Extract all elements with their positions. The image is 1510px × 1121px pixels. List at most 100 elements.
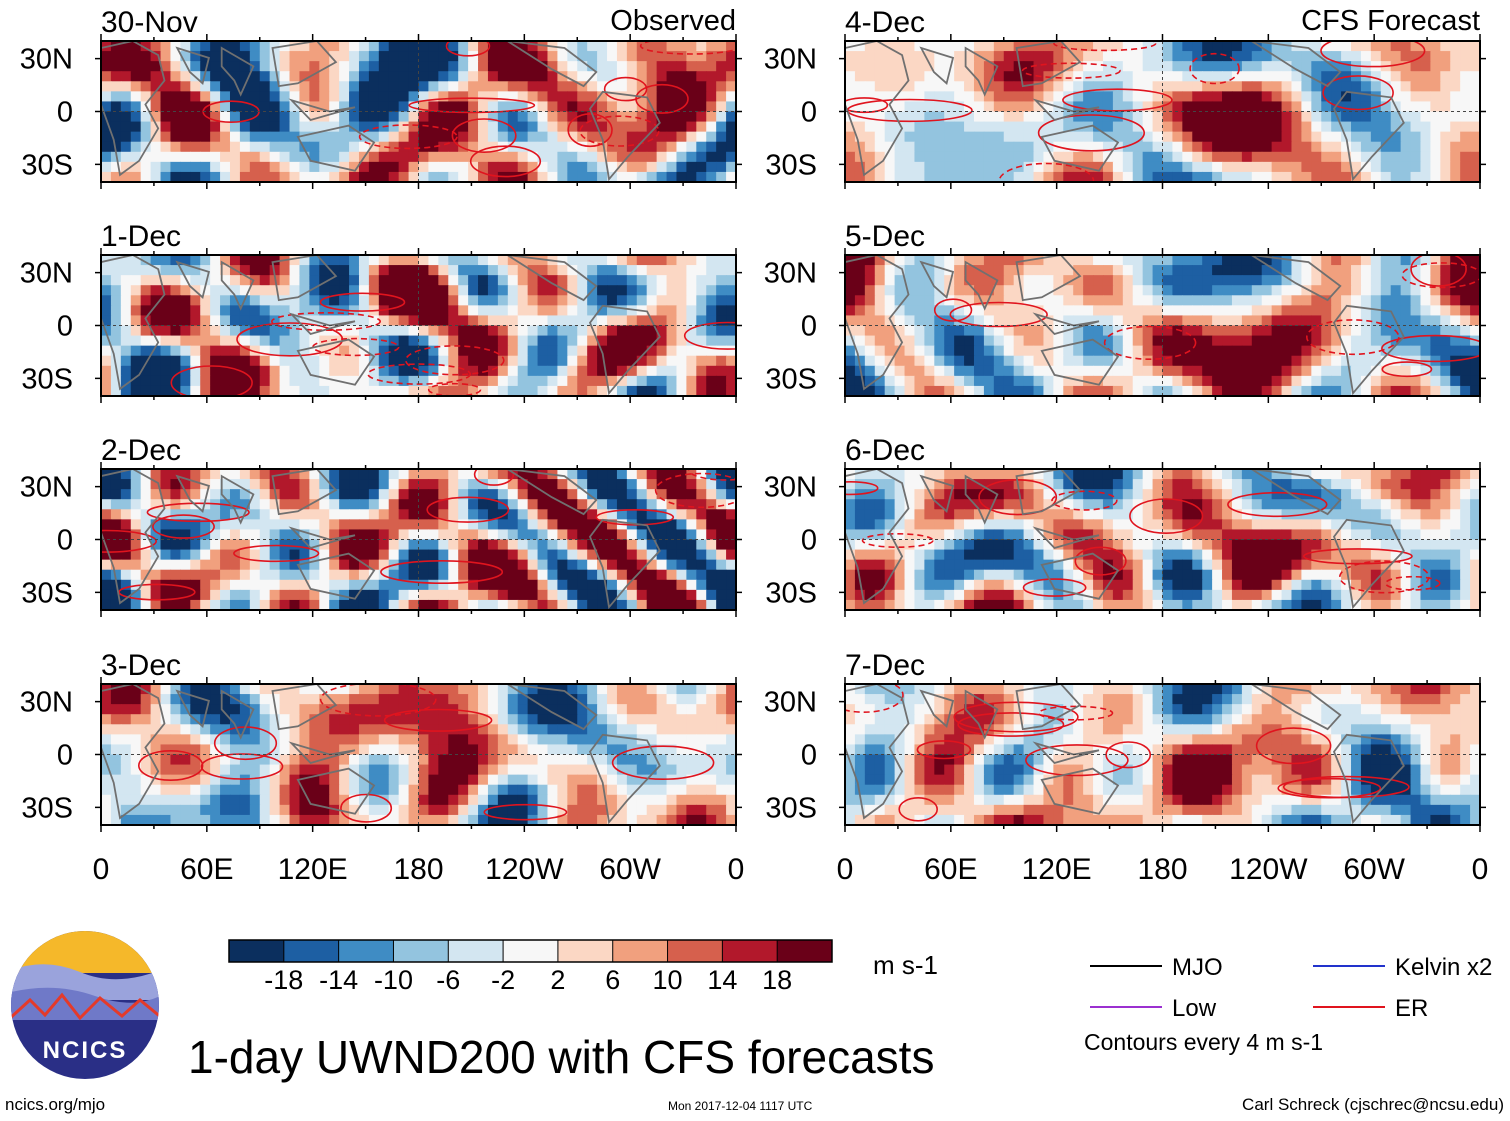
uwnd-cell <box>130 764 142 776</box>
uwnd-cell <box>616 255 628 266</box>
uwnd-cell <box>378 744 390 756</box>
uwnd-cell <box>686 549 697 561</box>
uwnd-cell <box>269 131 281 143</box>
uwnd-cell <box>636 255 648 266</box>
uwnd-cell <box>120 509 132 520</box>
uwnd-cell <box>716 549 727 561</box>
uwnd-cell <box>349 519 360 531</box>
uwnd-cell <box>448 91 459 103</box>
uwnd-cell <box>646 774 658 786</box>
uwnd-cell <box>1370 151 1382 163</box>
uwnd-cell <box>587 469 598 480</box>
uwnd-cell <box>448 305 459 317</box>
uwnd-cell <box>587 734 598 746</box>
uwnd-cell <box>220 315 231 327</box>
uwnd-cell <box>398 171 410 182</box>
uwnd-cell <box>656 764 668 776</box>
uwnd-cell <box>279 355 291 367</box>
uwnd-cell <box>358 71 370 82</box>
uwnd-cell <box>120 81 132 92</box>
uwnd-cell <box>438 131 449 143</box>
uwnd-cell <box>686 81 697 92</box>
uwnd-cell <box>299 305 310 317</box>
uwnd-cell <box>468 509 479 520</box>
uwnd-cell <box>1142 51 1154 62</box>
uwnd-cell <box>636 764 648 776</box>
uwnd-cell <box>616 51 628 62</box>
uwnd-cell <box>150 335 162 347</box>
uwnd-cell <box>567 559 578 571</box>
uwnd-cell <box>696 275 707 286</box>
uwnd-cell <box>874 41 886 52</box>
uwnd-cell <box>1341 151 1352 163</box>
uwnd-cell <box>1222 71 1233 82</box>
uwnd-cell <box>249 335 261 347</box>
uwnd-cell <box>726 704 736 715</box>
uwnd-cell <box>894 275 906 286</box>
uwnd-cell <box>200 141 211 153</box>
uwnd-cell <box>249 794 261 806</box>
uwnd-cell <box>408 71 420 82</box>
uwnd-cell <box>954 171 965 182</box>
uwnd-cell <box>368 814 380 825</box>
uwnd-cell <box>408 559 420 571</box>
uwnd-cell <box>229 375 241 387</box>
uwnd-cell <box>279 305 291 317</box>
uwnd-cell <box>597 325 608 337</box>
uwnd-cell <box>448 265 459 276</box>
uwnd-cell <box>358 141 370 153</box>
uwnd-cell <box>319 734 330 746</box>
uwnd-cell <box>309 141 320 153</box>
uwnd-cell <box>160 734 172 746</box>
uwnd-cell <box>884 141 896 153</box>
uwnd-cell <box>1063 121 1074 133</box>
uwnd-cell <box>1311 111 1322 123</box>
uwnd-cell <box>497 315 509 327</box>
uwnd-cell <box>110 714 122 725</box>
uwnd-cell <box>656 355 668 367</box>
uwnd-cell <box>110 479 122 490</box>
uwnd-cell <box>954 51 965 62</box>
uwnd-cell <box>229 325 241 337</box>
uwnd-cell <box>220 71 231 82</box>
uwnd-cell <box>567 754 578 766</box>
uwnd-cell <box>448 121 459 133</box>
uwnd-cell <box>597 171 608 182</box>
uwnd-cell <box>388 489 400 500</box>
uwnd-cell <box>666 784 678 796</box>
uwnd-cell <box>398 589 410 601</box>
uwnd-cell <box>666 285 678 296</box>
uwnd-cell <box>180 589 191 601</box>
uwnd-cell <box>428 325 439 337</box>
uwnd-cell <box>239 814 251 825</box>
uwnd-cell <box>597 305 608 317</box>
uwnd-cell <box>1370 171 1382 182</box>
uwnd-cell <box>1122 111 1134 123</box>
uwnd-cell <box>160 141 172 153</box>
uwnd-cell <box>289 499 301 510</box>
uwnd-cell <box>478 579 489 591</box>
uwnd-cell <box>289 285 301 296</box>
uwnd-cell <box>706 489 717 500</box>
uwnd-cell <box>864 41 876 52</box>
uwnd-cell <box>140 365 152 377</box>
uwnd-cell <box>349 345 360 357</box>
uwnd-cell <box>854 275 866 286</box>
uwnd-cell <box>458 71 469 82</box>
uwnd-cell <box>1053 255 1064 266</box>
uwnd-cell <box>726 734 736 746</box>
uwnd-cell <box>368 704 380 715</box>
uwnd-cell <box>686 694 697 705</box>
uwnd-cell <box>577 111 588 123</box>
uwnd-cell <box>1122 255 1134 266</box>
uwnd-cell <box>557 724 568 735</box>
uwnd-cell <box>626 804 638 816</box>
uwnd-cell <box>487 315 499 327</box>
uwnd-cell <box>587 784 598 796</box>
uwnd-cell <box>547 91 558 103</box>
uwnd-cell <box>190 315 201 327</box>
uwnd-cell <box>398 375 410 387</box>
uwnd-cell <box>527 704 539 715</box>
uwnd-cell <box>676 285 687 296</box>
uwnd-cell <box>269 375 281 387</box>
